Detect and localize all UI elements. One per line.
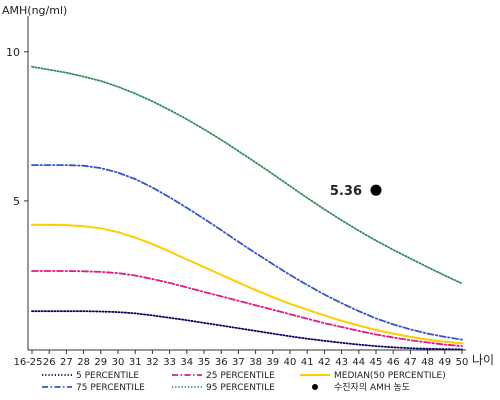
x-tick-label: 31 [129, 357, 142, 368]
x-tick-label: 47 [404, 357, 417, 368]
legend-label: 5 PERCENTILE [76, 371, 139, 381]
x-tick-label: 33 [163, 357, 176, 368]
patient-amh-value-label: 5.36 [330, 184, 362, 199]
legend-point-marker [312, 384, 318, 390]
x-tick-label: 28 [77, 357, 90, 368]
x-tick-label: 39 [266, 357, 279, 368]
x-tick-label: 36 [215, 357, 228, 368]
series-line-5-percentile [31, 310, 463, 351]
series-line-95-percentile [31, 65, 463, 285]
legend: 5 PERCENTILE 25 PERCENTILE MEDIAN(50 PERCE… [42, 371, 446, 393]
series-layer [31, 65, 463, 351]
x-tick-label: 41 [301, 357, 314, 368]
x-tick-label: 34 [180, 357, 193, 368]
y-tick-label: 10 [6, 46, 20, 59]
x-tick-label: 50 [456, 357, 469, 368]
x-tick-label: 38 [249, 357, 262, 368]
series-line-25-percentile [31, 270, 463, 348]
legend-label: MEDIAN(50 PERCENTILE) [334, 371, 446, 381]
x-tick-label: 44 [352, 357, 365, 368]
legend-label: 75 PERCENTILE [76, 383, 145, 393]
patient-amh-point [370, 184, 382, 196]
x-tick-label: 48 [421, 357, 434, 368]
x-axis-title: 나이 [472, 353, 494, 367]
legend-label: 수진자의 AMH 농도 [334, 382, 410, 393]
x-tick-label: 16-25 [13, 357, 42, 368]
patient-point-layer: 5.36 [330, 184, 382, 199]
x-tick-label: 26 [43, 357, 56, 368]
x-tick-label: 46 [387, 357, 400, 368]
x-tick-label: 30 [112, 357, 125, 368]
y-tick-label: 5 [13, 195, 20, 208]
x-tick-label: 49 [438, 357, 451, 368]
x-tick-label: 37 [232, 357, 245, 368]
x-tick-label: 43 [335, 357, 348, 368]
x-tick-label: 45 [370, 357, 383, 368]
axes: AMH(ng/ml) 나이 5 10 16-25 26 27 28 29 30 31 32 33 34 35… [2, 4, 494, 368]
y-axis-title: AMH(ng/ml) [2, 4, 67, 17]
x-tick-label: 32 [146, 357, 159, 368]
series-line-75-percentile [31, 164, 463, 341]
x-tick-label: 27 [60, 357, 73, 368]
x-tick-label: 42 [318, 357, 331, 368]
x-tick-label: 35 [198, 357, 211, 368]
legend-label: 25 PERCENTILE [206, 371, 275, 381]
x-tick-label: 29 [94, 357, 107, 368]
legend-label: 95 PERCENTILE [206, 383, 275, 393]
series-line-median-50-percentile [31, 223, 463, 345]
x-tick-label: 40 [284, 357, 297, 368]
